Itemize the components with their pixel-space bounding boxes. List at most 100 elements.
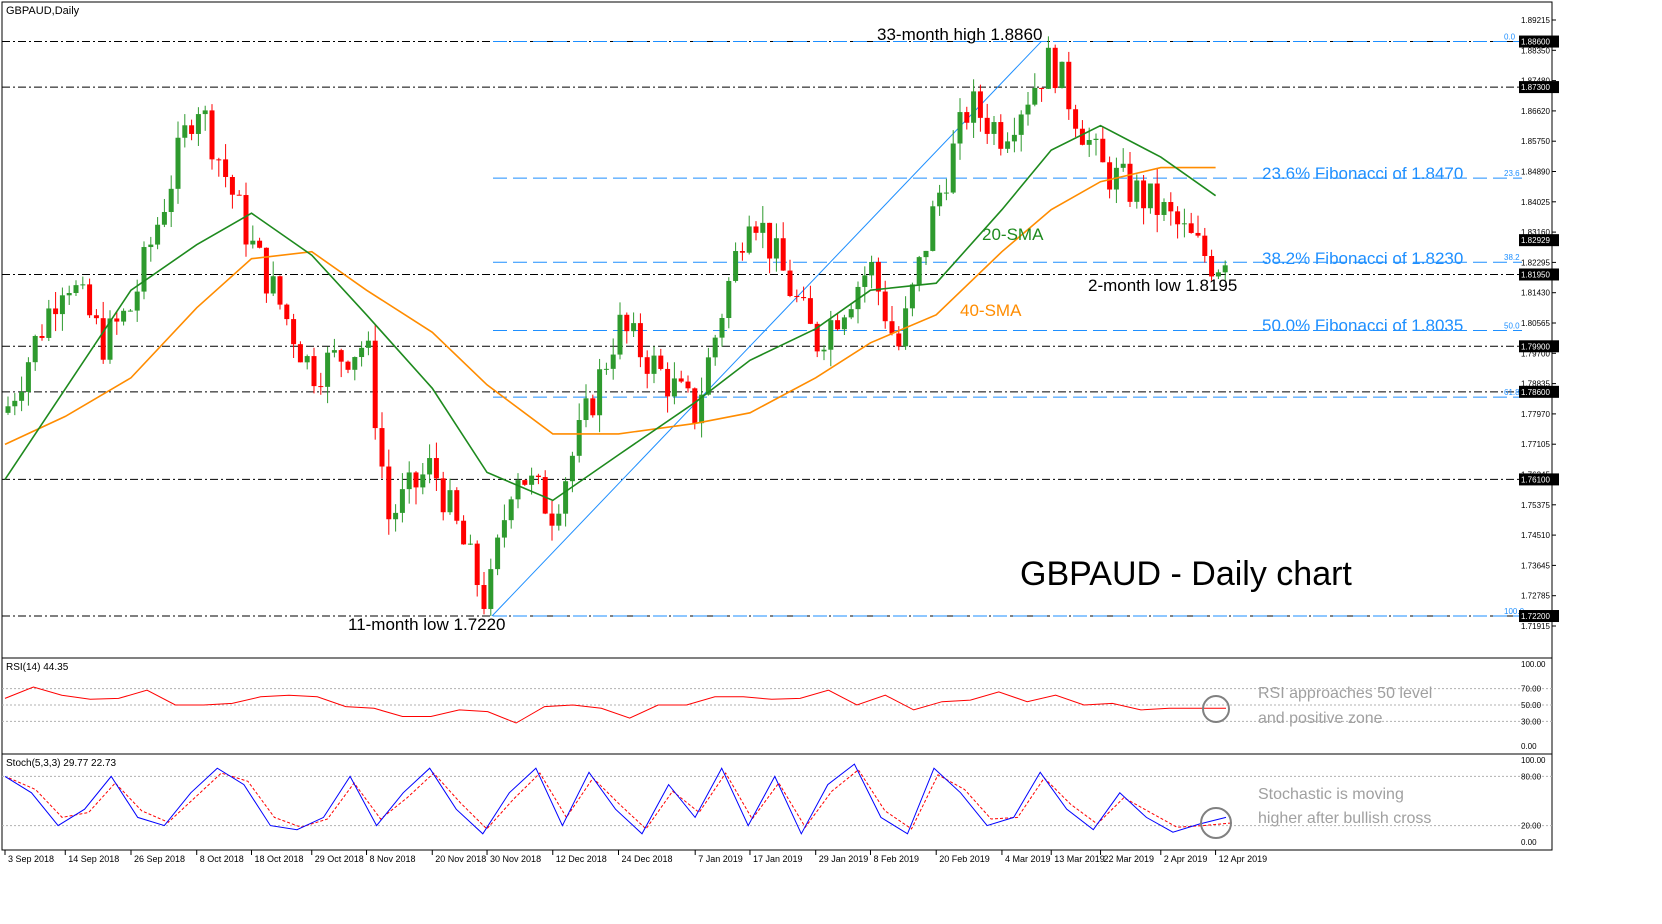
candle-body: [807, 298, 813, 324]
candle-body: [719, 318, 725, 338]
rsi-note-line2: and positive zone: [1258, 710, 1383, 727]
main-price-layer: 0.0 23.6 38.2 50.0 61.8 100.0: [2, 33, 1552, 617]
fib500-label: 50.0% Fibonacci of 1.8035: [1262, 316, 1463, 335]
stoch-signal-line: [8, 769, 1231, 830]
candle-body: [488, 569, 494, 609]
candle-body: [100, 318, 106, 360]
candle-body: [712, 337, 718, 358]
candle-body: [882, 291, 888, 322]
candle-body: [556, 513, 562, 526]
candle-body: [889, 321, 895, 334]
symbol-label: GBPAUD,Daily: [6, 5, 80, 17]
candle-body: [508, 499, 514, 521]
candle-body: [535, 475, 541, 478]
candle-body: [53, 308, 59, 315]
candle-body: [1093, 138, 1099, 140]
y-tick-label: 1.77105: [1521, 440, 1550, 449]
price-box-label: 1.88600: [1521, 38, 1550, 47]
candle-body: [1127, 163, 1133, 202]
price-box: [1519, 81, 1559, 94]
candle-body: [209, 110, 215, 160]
candle-body: [624, 314, 630, 332]
candle-body: [270, 276, 276, 294]
y-tick-label: 1.75375: [1521, 501, 1550, 510]
candle-body: [386, 466, 392, 520]
x-tick-label: 12 Apr 2019: [1219, 854, 1268, 864]
stoch-tick-label: 80.00: [1521, 772, 1542, 781]
x-tick-label: 26 Sep 2018: [134, 854, 185, 864]
candle-body: [440, 478, 446, 513]
candles-layer: [5, 36, 1228, 616]
stoch-note-line2: higher after bullish cross: [1258, 810, 1431, 827]
sma40-label: 40-SMA: [960, 301, 1022, 320]
y-tick-label: 1.88350: [1521, 46, 1550, 55]
candle-body: [896, 333, 902, 347]
candle-body: [1066, 61, 1072, 110]
price-box-label: 1.78600: [1521, 388, 1550, 397]
candle-body: [495, 537, 501, 570]
fib382-label: 38.2% Fibonacci of 1.8230: [1262, 249, 1463, 268]
candle-body: [229, 176, 235, 195]
candle-body: [134, 291, 140, 311]
candle-body: [1168, 202, 1174, 212]
candle-body: [576, 420, 582, 456]
candle-body: [393, 512, 399, 520]
candle-body: [433, 458, 439, 479]
candle-body: [1079, 128, 1085, 145]
candle-body: [726, 280, 732, 319]
candle-body: [617, 314, 623, 355]
stoch-note-line1: Stochastic is moving: [1258, 786, 1404, 803]
candle-body: [1134, 180, 1140, 202]
candle-body: [372, 340, 378, 429]
candle-body: [399, 489, 405, 513]
price-box: [1519, 234, 1559, 247]
candle-body: [127, 310, 133, 312]
fibonacci-tag: 23.6: [1504, 169, 1520, 178]
candle-body: [1011, 134, 1017, 142]
candle-body: [1025, 104, 1031, 115]
candle-body: [80, 284, 86, 286]
candle-body: [1059, 61, 1065, 89]
candle-body: [284, 304, 290, 320]
candle-body: [569, 455, 575, 482]
candle-body: [318, 386, 324, 388]
candle-body: [114, 318, 120, 322]
candle-body: [1107, 162, 1113, 190]
x-tick-label: 3 Sep 2018: [8, 854, 54, 864]
candle-body: [474, 543, 480, 586]
candle-body: [66, 293, 72, 296]
x-tick-label: 8 Oct 2018: [200, 854, 244, 864]
fibonacci-tag: 0.0: [1504, 33, 1516, 42]
candle-body: [957, 112, 963, 144]
candle-body: [304, 356, 310, 363]
candle-body: [773, 238, 779, 259]
candle-body: [297, 344, 303, 363]
candle-body: [705, 357, 711, 395]
candle-body: [678, 378, 684, 382]
candle-body: [1045, 47, 1051, 89]
candle-body: [767, 222, 773, 259]
candle-body: [148, 244, 154, 248]
x-tick-label: 4 Mar 2019: [1005, 854, 1051, 864]
y-tick-label: 1.71915: [1521, 622, 1550, 631]
candle-body: [352, 357, 358, 370]
y-tick-label: 1.82295: [1521, 258, 1550, 267]
candle-body: [848, 309, 854, 318]
candle-body: [365, 340, 371, 348]
candle-body: [529, 475, 535, 485]
candle-body: [345, 361, 351, 370]
candle-body: [699, 394, 705, 424]
candle-body: [998, 122, 1004, 149]
x-tick-label: 30 Nov 2018: [490, 854, 541, 864]
candle-body: [25, 362, 31, 392]
y-tick-label: 1.84890: [1521, 168, 1550, 177]
two-month-low-annotation: 2-month low 1.8195: [1088, 276, 1237, 295]
rsi-tick-label: 0.00: [1521, 742, 1537, 751]
overlay-layer: [4, 124, 1217, 502]
x-tick-label: 29 Oct 2018: [315, 854, 364, 864]
x-tick-label: 20 Nov 2018: [435, 854, 486, 864]
stoch-label: Stoch(5,3,3) 29.77 22.73: [6, 758, 117, 769]
candle-body: [1073, 109, 1079, 129]
